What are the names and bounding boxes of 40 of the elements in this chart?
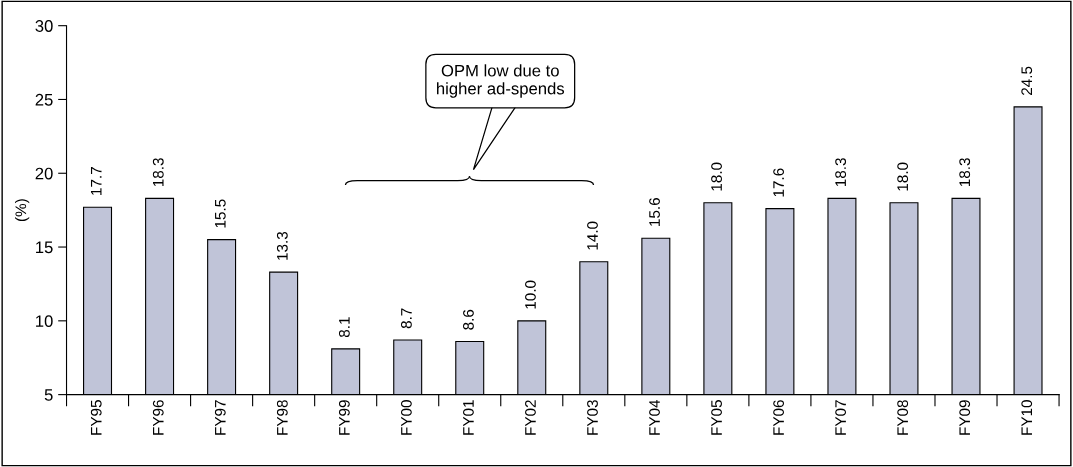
x-tick-label: FY95	[90, 400, 102, 435]
data-label: 18.3	[835, 158, 847, 187]
y-tick-label: 25	[35, 93, 53, 106]
x-tick-label: FY98	[276, 400, 288, 435]
x-tick-label: FY97	[214, 400, 226, 435]
data-label: 18.0	[897, 162, 909, 191]
x-tick-label: FY99	[338, 400, 350, 435]
y-tick-label: 10	[36, 315, 53, 328]
x-tick-label: FY00	[400, 400, 412, 435]
annotation: OPM low due to higher ad-spends	[437, 64, 565, 98]
x-tick-label: FY08	[897, 400, 909, 435]
data-label: 15.5	[215, 199, 226, 228]
data-label: 13.3	[276, 231, 288, 260]
x-tick-label: FY01	[463, 400, 474, 435]
data-label: 8.1	[338, 317, 350, 338]
x-tick-label: FY03	[587, 400, 598, 435]
data-label: 18.3	[959, 158, 971, 187]
x-tick-label: FY06	[773, 400, 784, 435]
x-tick-label: FY96	[152, 400, 164, 435]
y-tick-label: 20	[35, 167, 53, 180]
data-label: 8.6	[463, 309, 474, 330]
data-label: 10.0	[525, 280, 536, 309]
data-label: 17.7	[90, 167, 102, 195]
x-tick-label: FY09	[959, 400, 971, 435]
y-tick-label: 30	[35, 20, 53, 32]
data-label: 15.6	[649, 198, 660, 226]
x-tick-label: FY10	[1021, 400, 1033, 435]
x-tick-label: FY04	[649, 399, 660, 435]
x-tick-label: FY07	[835, 400, 847, 435]
data-label: 17.6	[773, 168, 784, 197]
data-label: 8.7	[400, 308, 412, 329]
y-tick-label: 5	[44, 389, 53, 401]
y-axis-title: (%)	[15, 199, 30, 222]
x-tick-label: FY02	[525, 400, 536, 435]
y-tick-label: 15	[36, 241, 53, 254]
data-label: 18.3	[152, 158, 164, 187]
data-label: 24.5	[1021, 66, 1033, 95]
data-label: 18.0	[711, 162, 722, 191]
x-tick-label: FY05	[711, 400, 722, 435]
data-label: 14.0	[587, 221, 598, 250]
